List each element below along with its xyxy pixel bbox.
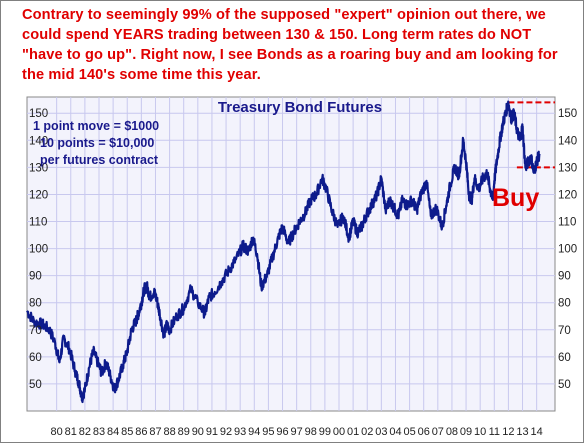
y-tick-label-right: 70 xyxy=(558,325,571,337)
y-tick-label-left: 130 xyxy=(29,162,48,174)
x-tick-label: 14 xyxy=(531,426,543,438)
contract-note-1: 1 point move = $1000 xyxy=(33,119,159,133)
x-axis-ticks: 80 81 82 83 84 85 86 87 88 89 90 91 92 93 94 95 96 97 98 99… xyxy=(51,426,543,438)
chart-title: Treasury Bond Futures xyxy=(218,99,382,116)
buy-label: Buy xyxy=(492,184,539,212)
y-tick-label-right: 120 xyxy=(558,189,577,201)
x-tick-label: 80 xyxy=(51,426,63,438)
x-tick-label: 87 xyxy=(149,426,161,438)
y-tick-label-right: 90 xyxy=(558,271,571,283)
x-tick-label: 06 xyxy=(418,426,430,438)
x-tick-label: 96 xyxy=(276,426,288,438)
contract-note-3: per futures contract xyxy=(40,153,159,167)
x-tick-label: 95 xyxy=(262,426,274,438)
x-tick-label: 85 xyxy=(121,426,133,438)
x-tick-label: 88 xyxy=(163,426,175,438)
x-tick-label: 93 xyxy=(234,426,246,438)
x-tick-label: 98 xyxy=(305,426,317,438)
x-tick-label: 04 xyxy=(389,426,401,438)
x-tick-label: 10 xyxy=(474,426,486,438)
y-tick-label-left: 120 xyxy=(29,189,48,201)
x-tick-label: 84 xyxy=(107,426,119,438)
x-tick-label: 81 xyxy=(65,426,77,438)
y-tick-label-right: 140 xyxy=(558,135,577,147)
y-tick-label-left: 80 xyxy=(29,298,42,310)
y-tick-label-left: 100 xyxy=(29,244,48,256)
x-tick-label: 08 xyxy=(446,426,458,438)
x-tick-label: 82 xyxy=(79,426,91,438)
y-tick-label-right: 80 xyxy=(558,298,571,310)
grid xyxy=(27,97,555,411)
x-tick-label: 11 xyxy=(489,426,500,438)
x-tick-label: 07 xyxy=(432,426,444,438)
x-tick-label: 02 xyxy=(361,426,373,438)
x-tick-label: 99 xyxy=(319,426,331,438)
x-tick-label: 97 xyxy=(291,426,303,438)
x-tick-label: 83 xyxy=(93,426,105,438)
x-tick-label: 09 xyxy=(460,426,472,438)
y-tick-label-left: 140 xyxy=(29,135,48,147)
x-tick-label: 01 xyxy=(347,426,359,438)
x-tick-label: 03 xyxy=(375,426,387,438)
y-tick-label-left: 150 xyxy=(29,108,48,120)
y-tick-label-right: 60 xyxy=(558,352,571,364)
y-tick-label-left: 90 xyxy=(29,271,42,283)
y-tick-label-left: 50 xyxy=(29,379,42,391)
y-tick-label-right: 130 xyxy=(558,162,577,174)
x-tick-label: 13 xyxy=(516,426,528,438)
y-tick-label-right: 100 xyxy=(558,244,577,256)
y-tick-label-left: 110 xyxy=(29,217,47,229)
x-tick-label: 00 xyxy=(333,426,345,438)
plot-area xyxy=(26,96,556,412)
y-axis-ticks: 50 50 60 60 70 70 80 80 90 90 100 100 110 110 120 120 13… xyxy=(29,108,577,391)
x-tick-label: 94 xyxy=(248,426,260,438)
contract-note-2: 10 points = $10,000 xyxy=(40,136,154,150)
y-tick-label-right: 110 xyxy=(558,217,576,229)
x-tick-label: 89 xyxy=(178,426,190,438)
x-tick-label: 05 xyxy=(403,426,415,438)
y-tick-label-left: 70 xyxy=(29,325,42,337)
series-layer xyxy=(26,100,541,404)
y-tick-label-right: 50 xyxy=(558,379,571,391)
y-tick-label-right: 150 xyxy=(558,108,577,120)
y-tick-label-left: 60 xyxy=(29,352,42,364)
x-tick-label: 91 xyxy=(206,426,218,438)
price-series-line xyxy=(26,100,541,404)
x-tick-label: 12 xyxy=(502,426,514,438)
x-tick-label: 92 xyxy=(220,426,232,438)
x-tick-label: 86 xyxy=(135,426,147,438)
x-tick-label: 90 xyxy=(192,426,204,438)
annotation-text: Contrary to seemingly 99% of the suppose… xyxy=(22,7,558,83)
